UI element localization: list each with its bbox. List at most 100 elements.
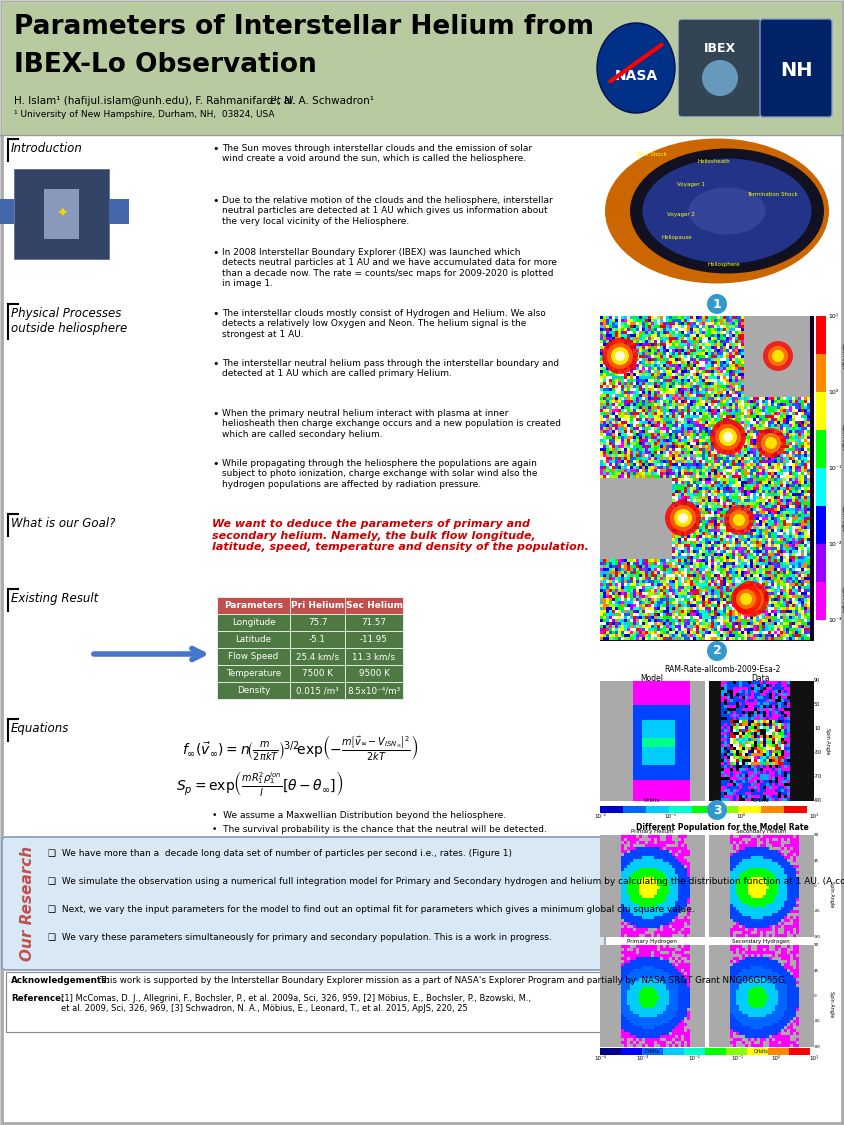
Text: •: • — [212, 196, 219, 206]
Bar — [726, 634, 729, 637]
Bar — [784, 711, 787, 714]
Bar — [738, 544, 741, 547]
Bar — [799, 838, 802, 842]
Bar — [630, 914, 633, 916]
Bar — [738, 626, 741, 628]
Bar — [715, 690, 718, 693]
Bar — [727, 948, 730, 951]
Bar — [627, 954, 630, 957]
Bar — [756, 622, 759, 626]
Bar — [612, 469, 615, 472]
Bar — [748, 792, 751, 795]
Bar — [618, 738, 621, 741]
Bar — [687, 1035, 690, 1038]
Bar — [612, 681, 615, 684]
Bar — [781, 747, 784, 750]
Bar — [738, 374, 741, 376]
Bar — [639, 735, 642, 738]
Bar — [651, 844, 654, 847]
Bar — [799, 696, 802, 699]
Bar — [645, 338, 648, 340]
Bar — [754, 792, 757, 795]
Bar — [627, 993, 630, 996]
Bar — [745, 919, 748, 922]
Bar — [739, 786, 742, 789]
Bar — [747, 415, 750, 418]
Bar — [808, 795, 811, 798]
Bar — [760, 901, 763, 904]
Bar — [805, 963, 808, 966]
Bar — [636, 442, 639, 446]
Bar — [657, 780, 660, 783]
Bar — [732, 526, 735, 529]
Bar — [630, 932, 633, 934]
Bar — [750, 529, 753, 532]
Bar — [702, 394, 705, 397]
Bar — [639, 626, 642, 628]
Bar — [603, 595, 606, 598]
Bar — [780, 610, 783, 613]
Bar — [727, 1032, 730, 1035]
Bar — [615, 622, 618, 626]
Bar — [724, 777, 727, 780]
Bar — [678, 493, 681, 496]
Bar — [660, 370, 663, 374]
Bar — [777, 412, 780, 415]
Bar — [690, 720, 693, 723]
Bar — [660, 598, 663, 601]
Bar — [721, 798, 724, 801]
Bar — [732, 484, 735, 487]
Bar — [609, 925, 612, 928]
Bar — [654, 690, 657, 693]
Bar — [699, 928, 702, 932]
Bar — [745, 735, 748, 738]
Bar — [726, 554, 729, 556]
Bar — [724, 850, 727, 853]
Bar — [747, 572, 750, 574]
Bar — [657, 838, 660, 842]
Bar — [666, 690, 669, 693]
Bar — [669, 786, 672, 789]
Bar — [618, 907, 621, 910]
Bar — [678, 394, 681, 397]
Bar — [627, 580, 630, 583]
Bar — [642, 896, 645, 898]
Bar — [784, 777, 787, 780]
Bar — [796, 681, 799, 684]
Bar — [621, 975, 624, 978]
Bar — [660, 601, 663, 604]
Bar — [796, 847, 799, 850]
Bar — [754, 750, 757, 753]
Bar — [615, 744, 618, 747]
Bar — [717, 469, 720, 472]
Bar — [639, 316, 642, 320]
Bar — [684, 511, 687, 514]
Bar — [639, 714, 642, 717]
Bar — [621, 376, 624, 379]
Bar — [639, 356, 642, 358]
Bar — [778, 1005, 781, 1008]
Bar — [615, 446, 618, 448]
Bar — [784, 795, 787, 798]
Bar — [804, 601, 807, 604]
Bar — [745, 969, 748, 972]
Bar — [745, 874, 748, 878]
Bar — [651, 343, 654, 346]
Bar — [766, 1011, 769, 1014]
Bar — [760, 1032, 763, 1035]
Bar — [669, 451, 672, 454]
Bar — [726, 382, 729, 385]
Bar — [792, 358, 795, 361]
Bar — [727, 878, 730, 880]
Bar — [715, 738, 718, 741]
Bar — [639, 1029, 642, 1032]
Bar — [600, 634, 603, 637]
Bar — [730, 907, 733, 910]
Bar — [778, 919, 781, 922]
Bar — [804, 536, 807, 538]
Bar — [799, 1014, 802, 1017]
Bar — [609, 780, 612, 783]
Bar — [693, 759, 696, 762]
Bar — [684, 554, 687, 556]
Bar — [763, 768, 766, 771]
